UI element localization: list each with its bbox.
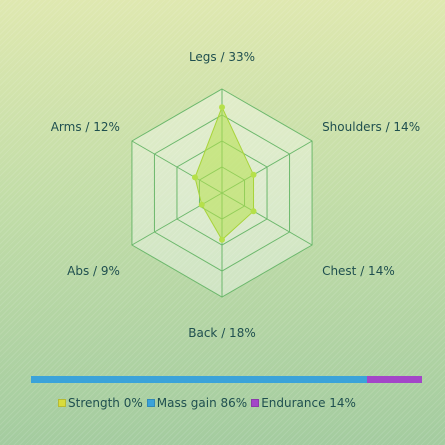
bar-segment-2 <box>367 376 422 383</box>
bar-segment-1 <box>31 376 368 383</box>
legend-swatch <box>146 399 155 407</box>
axis-label-back: Back / 18% <box>188 326 255 340</box>
legend-swatch <box>58 399 66 407</box>
axis-label-arms: Arms / 12% <box>51 120 120 134</box>
axis-label-chest: Chest / 14% <box>322 264 395 278</box>
data-point-chest <box>250 208 257 215</box>
radar-series <box>191 104 257 243</box>
data-point-back <box>219 236 225 243</box>
legend-swatch <box>251 399 260 407</box>
legend: Strength 0% Mass gain 86% Endurance 14% <box>58 396 360 410</box>
legend-label: Strength 0% <box>68 396 143 410</box>
axis-label-legs: Legs / 33% <box>189 50 255 64</box>
radar-axis-labels: Legs / 33% Shoulders / 14% Chest / 14% Back… <box>51 50 420 340</box>
legend-item: Mass gain 86% <box>146 396 248 410</box>
legend-item: Endurance 14% <box>251 396 356 410</box>
data-point-legs <box>219 104 225 111</box>
data-point-shoulders <box>250 171 257 178</box>
legend-label: Mass gain 86% <box>156 396 248 410</box>
distribution-bar <box>31 376 422 383</box>
legend-label: Endurance 14% <box>261 396 356 410</box>
data-point-abs <box>198 201 205 208</box>
axis-label-shoulders: Shoulders / 14% <box>322 120 420 134</box>
legend-item: Strength 0% <box>58 396 143 410</box>
axis-label-abs: Abs / 9% <box>67 264 120 278</box>
data-point-arms <box>191 174 198 181</box>
